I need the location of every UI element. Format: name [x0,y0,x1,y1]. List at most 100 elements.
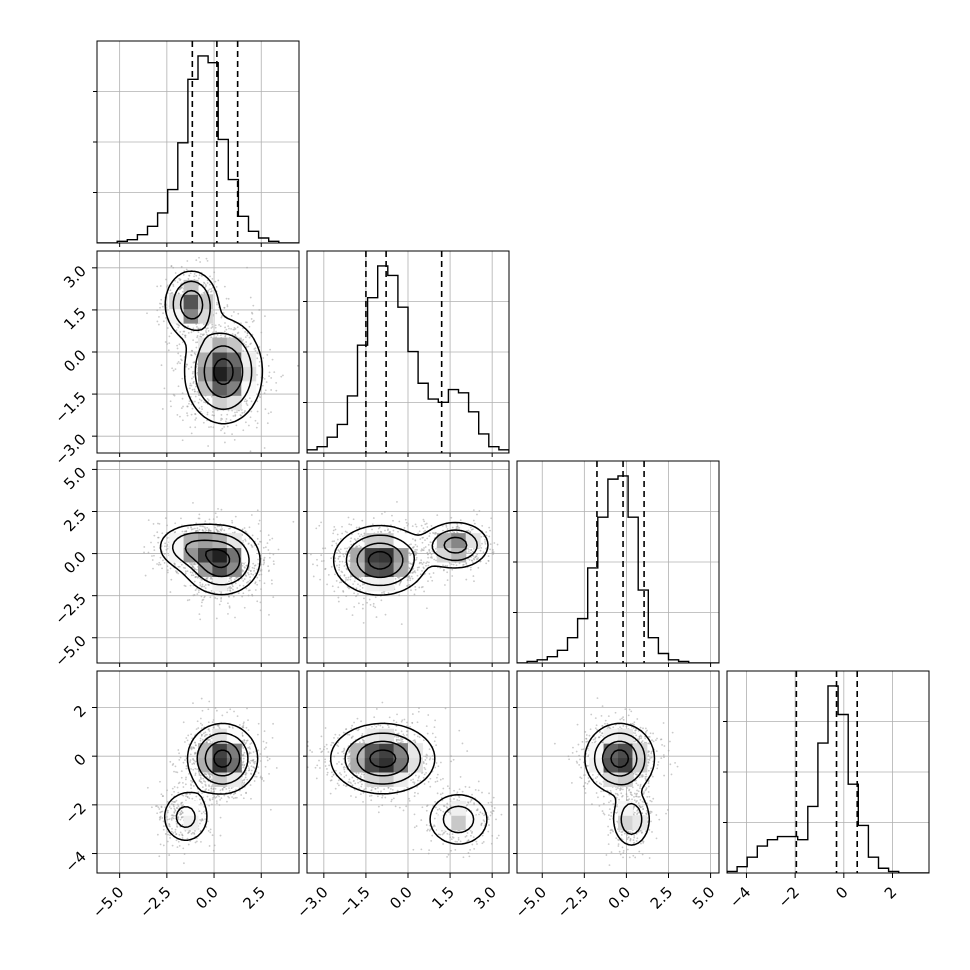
scatter-point [361,583,364,586]
scatter-point [267,570,270,573]
scatter-point [177,791,180,794]
scatter-point [207,583,210,586]
scatter-point [248,336,251,339]
scatter-point [446,528,449,530]
scatter-point [182,721,185,724]
scatter-point [331,544,334,547]
scatter-point [199,525,202,528]
scatter-point [196,593,199,596]
scatter-point [248,325,251,328]
scatter-point [228,580,230,583]
scatter-point [172,285,175,288]
scatter-point [417,532,419,535]
scatter-point [206,327,209,330]
scatter-point [193,273,196,275]
scatter-point [249,747,251,750]
scatter-point [341,525,343,528]
scatter-point [223,426,225,428]
scatter-point [181,333,184,336]
scatter-point [191,388,194,391]
scatter-point [250,773,253,775]
scatter-point [242,429,245,432]
scatter-point [387,592,390,594]
scatter-point [400,623,403,626]
scatter-point [197,277,200,280]
scatter-point [179,355,182,357]
scatter-point [275,389,278,392]
scatter-point [192,370,194,373]
scatter-point [432,572,435,574]
scatter-point [258,360,261,363]
scatter-point [337,586,340,589]
scatter-point [206,526,209,529]
panel-frame [516,460,720,664]
scatter-point [242,579,245,582]
scatter-point [165,317,167,319]
scatter-point [178,277,181,280]
scatter-point [234,582,237,585]
scatter-point [451,526,454,529]
scatter-point [202,525,205,528]
scatter-point [202,530,205,532]
scatter-point [217,279,220,282]
scatter-point [312,563,314,566]
scatter-point [177,572,180,575]
scatter-point [350,523,353,526]
scatter-point [425,564,427,567]
scatter-point [191,565,194,568]
scatter-point [257,543,260,546]
scatter-point [247,580,250,583]
scatter-point [176,413,179,416]
scatter-point [194,413,197,416]
scatter-point [318,524,321,527]
scatter-point [193,390,196,393]
scatter-point [203,585,206,588]
scatter-point [413,570,416,572]
scatter-point [229,527,232,530]
scatter-point [251,594,254,597]
scatter-point [195,259,198,262]
scatter-point [191,377,193,380]
scatter-point [166,537,169,539]
scatter-point [192,376,195,378]
scatter-point [266,759,269,762]
scatter-point [195,728,198,731]
scatter-point [472,575,475,577]
scatter-point [266,354,269,356]
scatter-point [143,546,146,548]
scatter-point [188,387,191,390]
pair-panel-0-2 [96,460,300,664]
scatter-point [231,519,233,522]
scatter-point [206,398,209,400]
scatter-point [201,601,203,604]
scatter-point [174,272,177,274]
scatter-point [353,580,356,583]
scatter-point [392,529,395,532]
scatter-point [199,618,202,621]
scatter-point [160,303,163,305]
scatter-point [153,534,156,537]
scatter-point [192,380,195,383]
scatter-point [210,395,213,398]
scatter-point [169,760,172,763]
scatter-point [182,273,185,276]
scatter-point [242,584,245,587]
scatter-point [245,575,248,577]
scatter-point [194,400,196,403]
scatter-point [224,322,226,324]
scatter-point [211,278,214,280]
scatter-point [480,535,483,538]
scatter-point [210,790,213,793]
scatter-point [469,530,472,533]
scatter-point [184,783,187,786]
scatter-point [241,595,244,598]
scatter-point [170,578,173,581]
pair-panel-1-2 [306,460,510,664]
scatter-point [231,796,233,798]
scatter-point [199,335,202,338]
scatter-point [243,606,246,609]
scatter-point [153,546,155,548]
scatter-point [185,737,188,739]
scatter-point [171,844,174,847]
scatter-point [240,322,242,325]
